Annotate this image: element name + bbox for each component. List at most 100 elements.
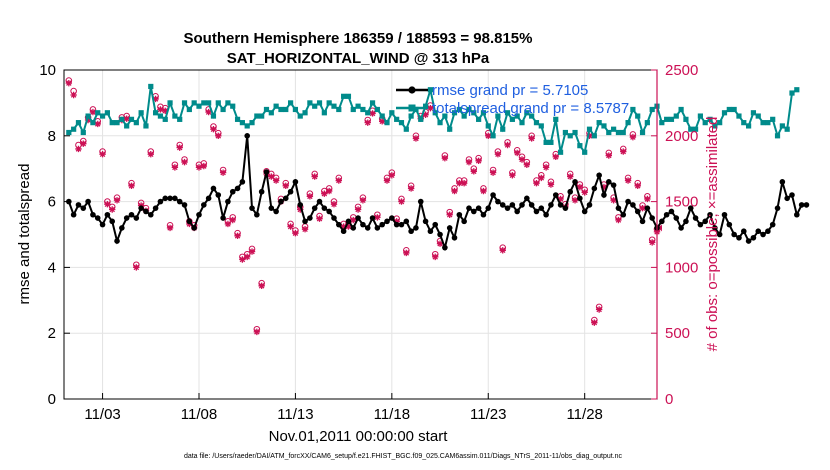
rmse-point [282, 195, 289, 202]
rmse-point [432, 221, 439, 228]
obs-assimilated-point [760, 169, 766, 175]
rmse-point [716, 231, 723, 238]
obs-assimilated-point [629, 133, 637, 141]
rmse-point [384, 218, 390, 225]
rmse-point [417, 198, 424, 205]
obs-assimilated-point [378, 118, 386, 125]
obs-assimilated-point [200, 162, 208, 170]
obs-assimilated-point [181, 158, 188, 166]
totalspread-point [495, 113, 501, 119]
totalspread-point [437, 120, 443, 126]
obs-assimilated-point [475, 157, 482, 165]
totalspread-point [422, 103, 429, 109]
y-right-tick-label: 0 [665, 391, 673, 408]
rmse-point [104, 211, 111, 218]
totalspread-point [95, 110, 101, 116]
totalspread-point [119, 116, 125, 122]
obs-assimilated-point [80, 140, 87, 147]
rmse-point [687, 205, 694, 211]
totalspread-point [181, 100, 188, 106]
rmse-point [538, 205, 545, 211]
obs-assimilated-point [533, 179, 540, 187]
legend-rmse-label: rmse grand pr = 5.7105 [432, 82, 588, 99]
totalspread-point [779, 123, 785, 129]
totalspread-point [625, 120, 631, 126]
totalspread-point [548, 139, 554, 145]
totalspread-point [104, 110, 110, 116]
totalspread-point [206, 100, 212, 106]
rmse-point [577, 195, 583, 202]
totalspread-point [99, 113, 106, 119]
totalspread-point [765, 120, 771, 126]
obs-assimilated-point [639, 204, 646, 212]
rmse-point [186, 218, 193, 225]
obs-possible-point [669, 166, 675, 172]
rmse-point [615, 205, 622, 211]
obs-assimilated-point [176, 144, 183, 151]
rmse-point [114, 238, 120, 244]
totalspread-point [736, 113, 742, 119]
obs-assimilated-point [369, 110, 376, 117]
obs-assimilated-point [600, 183, 608, 191]
rmse-point [350, 225, 357, 231]
obs-assimilated-point [523, 161, 531, 168]
totalspread-point [345, 93, 352, 99]
totalspread-point [692, 126, 699, 132]
totalspread-point [712, 123, 718, 129]
chart-title-line2: SAT_HORIZONTAL_WIND @ 313 hPa [227, 50, 490, 67]
obs-assimilated-point [668, 168, 674, 174]
obs-assimilated-point [133, 264, 140, 271]
obs-assimilated-point [340, 223, 347, 230]
obs-assimilated-point [620, 148, 627, 155]
totalspread-point [109, 120, 115, 126]
totalspread-point [268, 110, 274, 116]
obs-assimilated-point [388, 172, 396, 179]
totalspread-point [432, 110, 438, 116]
rmse-point [760, 231, 766, 238]
obs-assimilated-point [113, 197, 121, 204]
totalspread-point [124, 123, 130, 129]
rmse-point [345, 218, 352, 225]
obs-possible-point [770, 254, 776, 260]
totalspread-point [360, 106, 366, 113]
rmse-point [181, 202, 188, 208]
rmse-point [316, 198, 323, 205]
obs-assimilated-point [229, 216, 236, 224]
rmse-point [548, 202, 554, 208]
obs-possible-point [775, 151, 781, 157]
rmse-point [495, 198, 501, 205]
totalspread-point [369, 100, 376, 106]
data-file-footnote: data file: /Users/raeder/DAI/ATM_forcXX/… [184, 453, 623, 460]
rmse-point [85, 198, 91, 205]
y-right-tick-label: 1000 [665, 259, 698, 276]
totalspread-point [196, 103, 202, 109]
totalspread-point [326, 100, 332, 106]
rmse-point [302, 218, 308, 225]
totalspread-point [365, 110, 371, 116]
totalspread-point [611, 126, 617, 132]
totalspread-point [500, 126, 506, 132]
obs-assimilated-point [571, 197, 579, 204]
obs-assimilated-point [779, 227, 785, 233]
totalspread-point [659, 120, 665, 126]
rmse-point [398, 221, 405, 228]
rmse-point [210, 185, 217, 192]
chart-title-line1: Southern Hemisphere 186359 / 188593 = 98… [184, 30, 533, 47]
obs-assimilated-point [345, 223, 352, 230]
rmse-point [485, 205, 492, 211]
y-right-tick-label: 500 [665, 325, 690, 342]
rmse-point [254, 211, 260, 218]
totalspread-point [408, 113, 414, 119]
totalspread-point [519, 120, 525, 126]
totalspread-point [543, 139, 549, 145]
obs-possible-point [760, 167, 766, 173]
obs-assimilated-point [325, 187, 333, 195]
rmse-point [605, 179, 612, 185]
obs-assimilated-point [383, 177, 391, 184]
obs-assimilated-point [109, 206, 116, 213]
rmse-point [215, 192, 222, 198]
totalspread-point [774, 133, 781, 139]
totalspread-point [509, 116, 515, 122]
y-right-tick-label: 2500 [665, 62, 698, 79]
totalspread-point [230, 103, 236, 109]
